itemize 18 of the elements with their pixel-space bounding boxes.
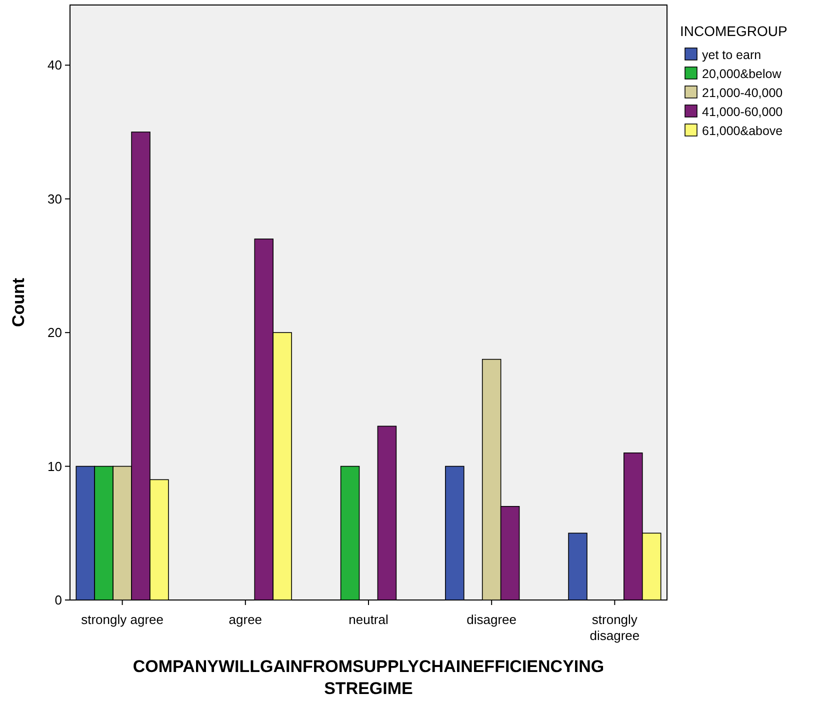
y-tick-label: 0 — [54, 592, 62, 608]
legend-label: 20,000&below — [702, 67, 782, 81]
y-tick-label: 20 — [48, 325, 62, 340]
y-tick-label: 10 — [48, 458, 62, 474]
legend-title: INCOMEGROUP — [680, 23, 788, 39]
x-axis-title: COMPANYWILLGAINFROMSUPPLYCHAINEFFICIENCYINGSTREGIME — [132, 657, 604, 698]
x-tick-label: disagree — [466, 612, 517, 627]
y-tick-label: 30 — [48, 191, 62, 206]
legend-label: yet to earn — [702, 48, 762, 62]
x-tick-label: agree — [228, 612, 262, 627]
y-tick-label: 40 — [48, 58, 62, 73]
x-tick-label: neutral — [348, 612, 388, 627]
legend-label: 61,000&above — [702, 124, 783, 138]
x-tick-label: strongly agree — [81, 612, 164, 627]
x-tick-label: strongly disagree — [590, 612, 640, 643]
y-axis-title: Count — [9, 278, 28, 328]
legend-label: 21,000-40,000 — [702, 86, 783, 100]
legend-label: 41,000-60,000 — [702, 105, 783, 119]
